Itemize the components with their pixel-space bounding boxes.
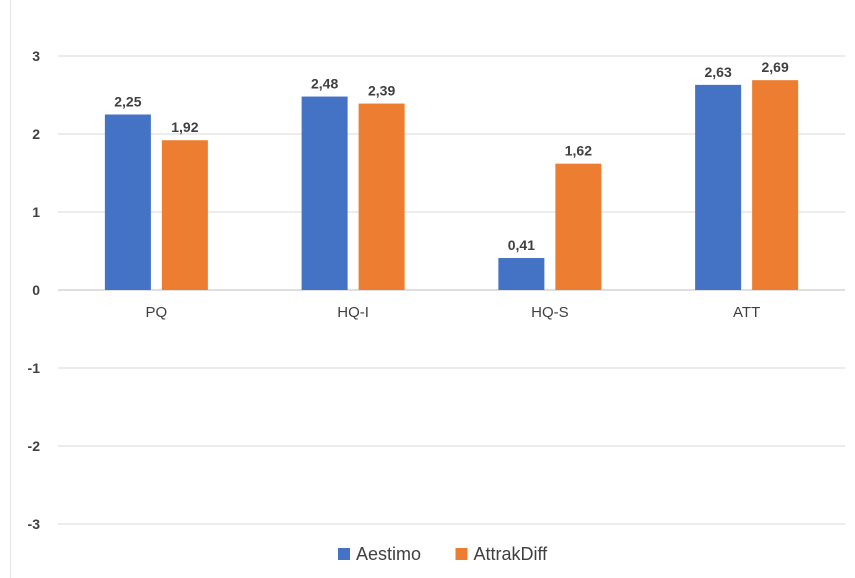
bar-attrakdiff-pq — [161, 140, 208, 290]
bar-attrakdiff-hq-i — [358, 103, 405, 290]
data-label: 1,92 — [171, 119, 198, 135]
legend-entry: AttrakDiff — [474, 544, 549, 564]
data-label: 2,48 — [311, 76, 338, 92]
bars — [104, 80, 799, 291]
bar-aestimo-hq-i — [301, 96, 348, 290]
category-label: PQ — [146, 304, 168, 321]
bar-attrakdiff-hq-s — [555, 163, 602, 290]
y-tick-label: 2 — [32, 126, 40, 142]
category-label: HQ-S — [531, 304, 569, 321]
bar-aestimo-att — [695, 84, 742, 290]
category-labels: PQ HQ-I HQ-S ATT — [146, 304, 761, 321]
chart-frame — [10, 0, 855, 578]
data-labels: 2,25 1,92 2,48 2,39 0,41 1,62 2,63 2,69 — [114, 59, 789, 253]
y-tick-label: -2 — [28, 438, 41, 454]
bar-attrakdiff-att — [752, 80, 799, 291]
category-label: HQ-I — [337, 304, 369, 321]
y-axis-ticks: 3 2 1 0 -1 -2 -3 — [28, 48, 41, 532]
y-tick-label: -1 — [28, 360, 41, 376]
y-tick-label: 1 — [32, 204, 40, 220]
y-tick-label: 3 — [32, 48, 40, 64]
data-label: 2,63 — [705, 64, 732, 80]
data-label: 2,69 — [762, 59, 789, 75]
data-label: 0,41 — [508, 237, 535, 253]
y-tick-label: -3 — [28, 516, 41, 532]
bar-aestimo-hq-s — [498, 258, 545, 290]
legend-entry: Aestimo — [356, 544, 421, 564]
y-tick-label: 0 — [32, 282, 40, 298]
legend-swatch — [338, 548, 350, 560]
data-label: 1,62 — [565, 143, 592, 159]
category-label: ATT — [733, 304, 760, 321]
legend: Aestimo AttrakDiff — [338, 544, 548, 564]
data-label: 2,39 — [368, 83, 395, 99]
legend-swatch — [455, 548, 468, 560]
data-label: 2,25 — [114, 94, 141, 110]
bar-aestimo-pq — [104, 114, 151, 290]
